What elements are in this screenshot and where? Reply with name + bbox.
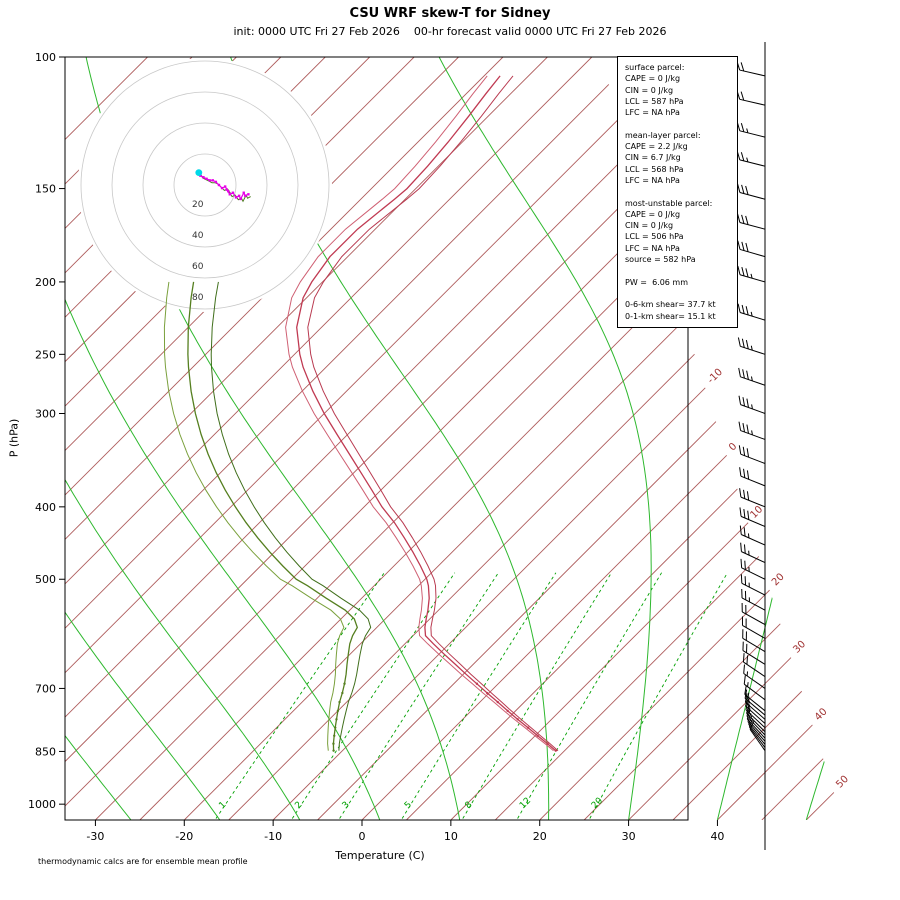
svg-text:10: 10 xyxy=(444,830,458,843)
svg-text:5: 5 xyxy=(403,800,414,811)
parcel-info-box: surface parcel: CAPE = 0 J/kg CIN = 0 J/kg… xyxy=(617,56,738,328)
svg-text:0: 0 xyxy=(727,441,739,453)
info-box-line: CAPE = 0 J/kg xyxy=(625,74,681,84)
svg-text:60: 60 xyxy=(192,262,204,272)
info-box-line xyxy=(625,265,735,276)
info-box-line: LCL = 506 hPa xyxy=(625,232,684,242)
svg-text:40: 40 xyxy=(192,231,204,241)
x-axis-label: Temperature (C) xyxy=(335,849,425,862)
info-box-line: PW = 6.06 mm xyxy=(625,277,689,287)
info-box-line: LCL = 587 hPa xyxy=(625,96,684,106)
svg-text:12: 12 xyxy=(518,796,533,811)
info-box-line: CIN = 0 J/kg xyxy=(625,85,674,95)
svg-text:40: 40 xyxy=(813,706,830,723)
info-box-line xyxy=(625,288,735,299)
info-box-line: 0-6-km shear= 37.7 kt xyxy=(625,300,716,310)
svg-text:30: 30 xyxy=(622,830,636,843)
info-box-line: CIN = 6.7 J/kg xyxy=(625,153,681,163)
svg-text:8: 8 xyxy=(463,800,474,811)
info-box-line: CAPE = 2.2 J/kg xyxy=(625,142,688,152)
svg-text:20: 20 xyxy=(192,200,204,210)
info-box-line: LFC = NA hPa xyxy=(625,108,680,118)
svg-text:-30: -30 xyxy=(86,830,104,843)
info-box-line: LFC = NA hPa xyxy=(625,175,680,185)
info-box-line: CAPE = 0 J/kg xyxy=(625,209,681,219)
svg-text:-20: -20 xyxy=(175,830,193,843)
svg-text:3: 3 xyxy=(341,800,352,811)
svg-text:20: 20 xyxy=(590,796,605,811)
svg-text:0: 0 xyxy=(359,830,366,843)
svg-text:100: 100 xyxy=(35,51,56,64)
svg-text:1000: 1000 xyxy=(28,798,56,811)
svg-text:1: 1 xyxy=(217,800,228,811)
y-axis-label: P (hPa) xyxy=(7,418,21,458)
svg-text:10: 10 xyxy=(749,504,766,521)
hodograph: 20 40 60 80 xyxy=(78,58,332,312)
footnote: thermodynamic calcs are for ensemble mea… xyxy=(38,857,248,866)
info-box-line: LFC = NA hPa xyxy=(625,243,680,253)
page-title: CSU WRF skew-T for Sidney xyxy=(349,6,551,21)
svg-text:40: 40 xyxy=(710,830,724,843)
chart-subtitle: init: 0000 UTC Fri 27 Feb 2026 00-hr for… xyxy=(233,25,667,38)
info-box-line: most-unstable parcel: xyxy=(625,198,713,208)
info-box-line: surface parcel: xyxy=(625,63,685,72)
mixing-ratio-labels: 1 2 3 5 8 12 20 xyxy=(217,796,605,811)
svg-text:150: 150 xyxy=(35,183,56,196)
svg-text:20: 20 xyxy=(533,830,547,843)
info-box-line: LCL = 568 hPa xyxy=(625,164,684,174)
svg-text:-10: -10 xyxy=(706,367,725,386)
isotherm-labels: -10 0 10 20 30 40 50 xyxy=(706,367,851,791)
svg-text:500: 500 xyxy=(35,573,56,586)
svg-text:250: 250 xyxy=(35,348,56,361)
info-box-line: CIN = 0 J/kg xyxy=(625,221,674,231)
svg-text:300: 300 xyxy=(35,407,56,420)
svg-text:400: 400 xyxy=(35,501,56,514)
info-box-line: 0-1-km shear= 15.1 kt xyxy=(625,311,716,321)
svg-text:20: 20 xyxy=(770,571,787,588)
info-box-line xyxy=(625,186,735,197)
svg-text:30: 30 xyxy=(791,639,808,656)
svg-text:50: 50 xyxy=(834,774,851,791)
svg-text:2: 2 xyxy=(293,800,304,811)
info-box-line xyxy=(625,118,735,129)
wind-barbs xyxy=(736,42,766,850)
svg-text:200: 200 xyxy=(35,276,56,289)
svg-text:850: 850 xyxy=(35,745,56,758)
info-box-line: mean-layer parcel: xyxy=(625,130,701,140)
svg-text:-10: -10 xyxy=(264,830,282,843)
svg-text:700: 700 xyxy=(35,682,56,695)
svg-text:80: 80 xyxy=(192,293,204,303)
sounding-profiles xyxy=(163,75,559,752)
info-box-line: source = 582 hPa xyxy=(625,255,696,265)
